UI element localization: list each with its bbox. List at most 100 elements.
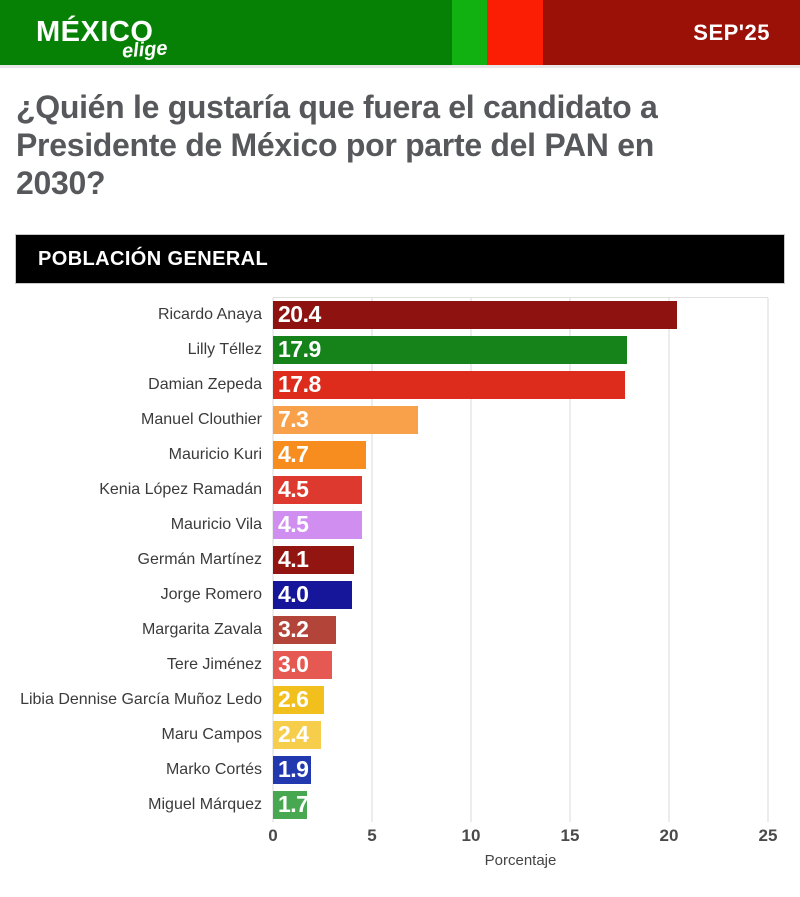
gridline bbox=[371, 298, 373, 822]
bar-value-label: 4.7 bbox=[278, 441, 309, 467]
question-line-2: Presidente de México por parte del PAN e… bbox=[16, 127, 654, 163]
bar-value-label: 4.1 bbox=[278, 546, 309, 572]
chart-row: Mauricio Kuri 4.7 bbox=[0, 437, 800, 472]
gridline bbox=[767, 298, 769, 822]
value-bar: 1.7 bbox=[273, 790, 309, 819]
section-banner: POBLACIÓN GENERAL bbox=[15, 234, 785, 284]
bar-track: 4.0 bbox=[273, 577, 768, 612]
x-tick-label: 5 bbox=[367, 826, 377, 845]
chart-row: Libia Dennise García Muñoz Ledo 2.6 bbox=[0, 682, 800, 717]
logo-text-mexico: MÉXICO bbox=[36, 16, 154, 48]
candidate-name-label: Miguel Márquez bbox=[148, 795, 262, 813]
mexico-elige-logo: MÉXICO elige bbox=[36, 16, 168, 63]
bar-value-label: 4.5 bbox=[278, 476, 309, 502]
chart-row: Lilly Téllez 17.9 bbox=[0, 332, 800, 367]
bar-value-label: 17.8 bbox=[278, 371, 321, 397]
candidate-name-label: Jorge Romero bbox=[160, 585, 262, 603]
bar-track: 4.5 bbox=[273, 472, 768, 507]
bar-value-label: 7.3 bbox=[278, 406, 309, 432]
chart-row: Damian Zepeda 17.8 bbox=[0, 367, 800, 402]
bar-track: 3.2 bbox=[273, 612, 768, 647]
value-bar: 20.4 bbox=[273, 300, 677, 329]
value-bar: 3.2 bbox=[273, 615, 337, 644]
header-dark-red-segment: SEP'25 bbox=[543, 0, 800, 65]
chart-row: Maru Campos 2.4 bbox=[0, 717, 800, 752]
bar-value-label: 3.0 bbox=[278, 651, 309, 677]
value-bar: 17.8 bbox=[273, 370, 626, 399]
survey-period-label: SEP'25 bbox=[693, 19, 770, 45]
section-banner-label: POBLACIÓN GENERAL bbox=[38, 247, 269, 270]
bar-track: 17.9 bbox=[273, 332, 768, 367]
candidate-name-label: Damian Zepeda bbox=[148, 375, 262, 393]
value-bar: 17.9 bbox=[273, 335, 628, 364]
candidate-name-label: Manuel Clouthier bbox=[141, 410, 262, 428]
bar-track: 7.3 bbox=[273, 402, 768, 437]
candidate-name-label: Libia Dennise García Muñoz Ledo bbox=[20, 690, 262, 708]
value-bar: 4.5 bbox=[273, 510, 363, 539]
bar-value-label: 20.4 bbox=[278, 301, 321, 327]
x-tick-label: 0 bbox=[268, 826, 278, 845]
bar-value-label: 3.2 bbox=[278, 616, 309, 642]
value-bar: 2.4 bbox=[273, 720, 321, 749]
gridline bbox=[470, 298, 472, 822]
value-bar: 3.0 bbox=[273, 650, 333, 679]
x-axis-label-wrap: Porcentaje bbox=[273, 852, 768, 870]
x-tick-label: 20 bbox=[659, 826, 679, 845]
candidate-name-label: Margarita Zavala bbox=[141, 620, 262, 638]
header-banner: MÉXICO elige SEP'25 bbox=[0, 0, 800, 68]
candidate-name-label: Maru Campos bbox=[161, 725, 262, 743]
candidate-name-label: Germán Martínez bbox=[137, 550, 262, 568]
x-tick-label: 10 bbox=[461, 826, 481, 845]
header-bright-red-stripe bbox=[487, 0, 543, 65]
bar-track: 2.6 bbox=[273, 682, 768, 717]
bar-value-label: 4.5 bbox=[278, 511, 309, 537]
x-tick-label: 25 bbox=[758, 826, 778, 845]
bar-value-label: 1.9 bbox=[278, 756, 309, 782]
header-green-segment: MÉXICO elige bbox=[0, 0, 452, 65]
gridline bbox=[668, 298, 670, 822]
poll-question-title: ¿Quién le gustaría que fuera el candidat… bbox=[16, 88, 784, 202]
value-bar: 1.9 bbox=[273, 755, 311, 784]
candidate-name-label: Mauricio Vila bbox=[170, 515, 262, 533]
candidate-name-label: Tere Jiménez bbox=[166, 655, 262, 673]
logo-text-elige: elige bbox=[121, 37, 169, 63]
bar-value-label: 1.7 bbox=[278, 791, 309, 817]
chart-row: Miguel Márquez 1.7 bbox=[0, 787, 800, 822]
chart-row: Germán Martínez 4.1 bbox=[0, 542, 800, 577]
candidate-name-label: Mauricio Kuri bbox=[168, 445, 262, 463]
bar-track: 4.7 bbox=[273, 437, 768, 472]
chart-row: Mauricio Vila 4.5 bbox=[0, 507, 800, 542]
bar-track: 2.4 bbox=[273, 717, 768, 752]
bar-track: 1.7 bbox=[273, 787, 768, 822]
chart-row: Tere Jiménez 3.0 bbox=[0, 647, 800, 682]
value-bar: 4.1 bbox=[273, 545, 355, 574]
candidate-name-label: Lilly Téllez bbox=[187, 340, 262, 358]
question-line-3: 2030? bbox=[16, 165, 106, 201]
question-line-1: ¿Quién le gustaría que fuera el candidat… bbox=[16, 89, 658, 125]
bar-track: 20.4 bbox=[273, 297, 768, 332]
chart-rows: Ricardo Anaya 20.4 Lilly Téllez 17.9 Damian … bbox=[0, 297, 800, 822]
bar-value-label: 17.9 bbox=[278, 336, 321, 362]
bar-track: 3.0 bbox=[273, 647, 768, 682]
chart-row: Ricardo Anaya 20.4 bbox=[0, 297, 800, 332]
bar-track: 1.9 bbox=[273, 752, 768, 787]
bar-track: 17.8 bbox=[273, 367, 768, 402]
plot-area: Ricardo Anaya 20.4 Lilly Téllez 17.9 Damian … bbox=[0, 297, 800, 822]
value-bar: 4.0 bbox=[273, 580, 353, 609]
chart-row: Marko Cortés 1.9 bbox=[0, 752, 800, 787]
candidate-name-label: Ricardo Anaya bbox=[157, 305, 262, 323]
horizontal-bar-chart: Ricardo Anaya 20.4 Lilly Téllez 17.9 Damian … bbox=[0, 297, 800, 870]
x-tick-label: 15 bbox=[560, 826, 580, 845]
chart-row: Kenia López Ramadán 4.5 bbox=[0, 472, 800, 507]
bar-track: 4.5 bbox=[273, 507, 768, 542]
value-bar: 4.5 bbox=[273, 475, 363, 504]
value-bar: 2.6 bbox=[273, 685, 325, 714]
bar-value-label: 4.0 bbox=[278, 581, 309, 607]
header-bright-green-stripe bbox=[452, 0, 487, 65]
bar-value-label: 2.4 bbox=[278, 721, 309, 747]
value-bar: 4.7 bbox=[273, 440, 367, 469]
candidate-name-label: Marko Cortés bbox=[165, 760, 262, 778]
candidate-name-label: Kenia López Ramadán bbox=[99, 480, 262, 498]
x-axis: 0 5 10 15 20 25 Porcentaje bbox=[0, 826, 800, 870]
gridline bbox=[569, 298, 571, 822]
